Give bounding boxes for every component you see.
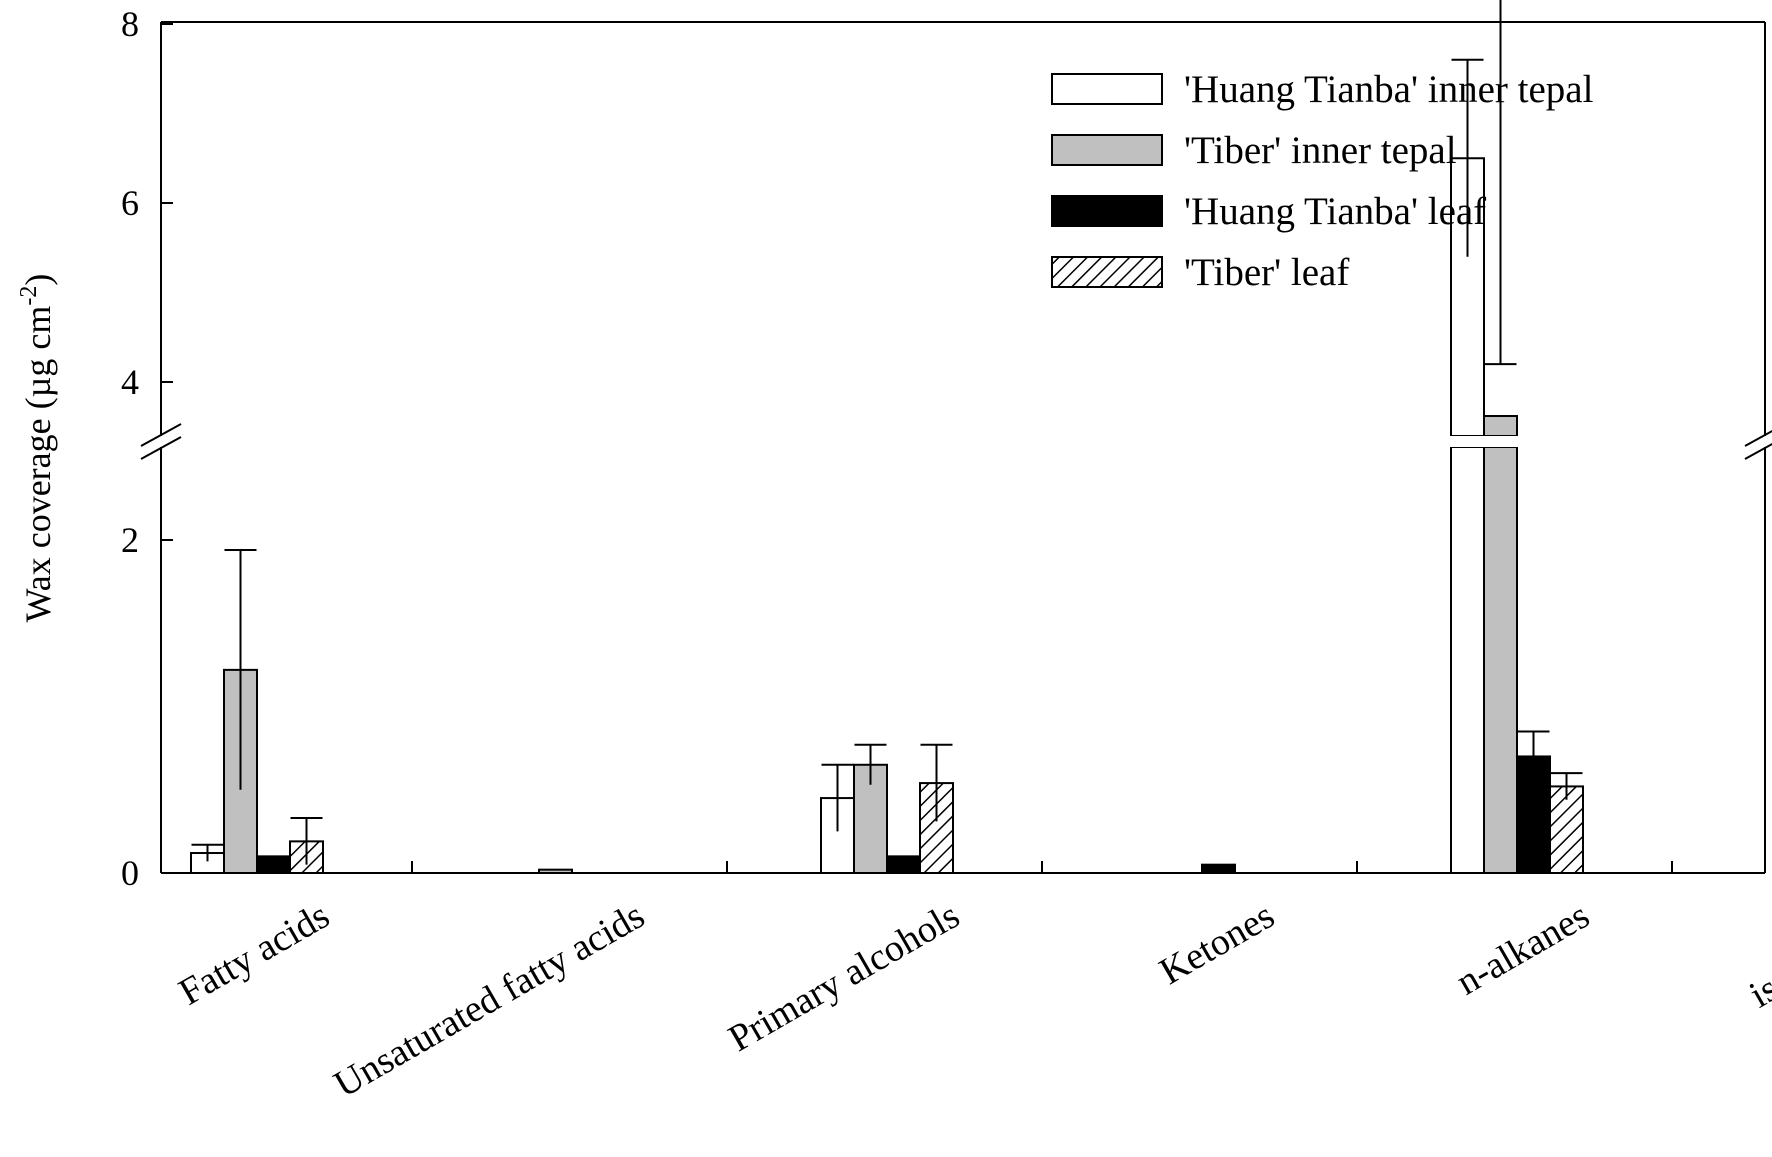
bars-layer bbox=[190, 0, 1584, 875]
x-tick-label-ketones: Ketones bbox=[1153, 894, 1282, 993]
bar-ketones-huang-tianba-leaf bbox=[1201, 863, 1236, 874]
legend-label-huang-tianba-leaf: 'Huang Tianba' leaf bbox=[1184, 190, 1486, 233]
x-tick-label-n-alkanes: n-alkanes bbox=[1449, 894, 1596, 1003]
legend-label-tiber-inner-tepal: 'Tiber' inner tepal bbox=[1184, 129, 1457, 172]
legend-label-tiber-leaf: 'Tiber' leaf bbox=[1184, 251, 1349, 294]
bar-break-gap-n-alkanes-huang-tianba-inner-tepal bbox=[1449, 436, 1486, 447]
legend-swatch-huang-tianba-leaf bbox=[1051, 195, 1163, 227]
bar-n-alkanes-tiber-inner-tepal-lower bbox=[1483, 446, 1518, 874]
legend-label-huang-tianba-inner-tepal: 'Huang Tianba' inner tepal bbox=[1184, 68, 1594, 111]
axis-break-mark-right-1 bbox=[1744, 430, 1772, 447]
bar-fatty-acids-huang-tianba-leaf bbox=[256, 855, 291, 874]
bar-primary-alcohols-huang-tianba-leaf bbox=[886, 855, 921, 874]
bar-n-alkanes-huang-tianba-inner-tepal-lower bbox=[1450, 446, 1485, 874]
legend-swatch-tiber-inner-tepal bbox=[1051, 134, 1163, 166]
x-tick-label-iso-alkanes: iso-alkanes bbox=[1742, 894, 1772, 1016]
axis-break-mark-left-2 bbox=[140, 436, 182, 460]
y-axis-title-close: ) bbox=[18, 274, 58, 286]
legend-swatch-tiber-leaf bbox=[1051, 256, 1163, 288]
y-tick-label-2: 2 bbox=[121, 520, 139, 560]
y-tick-label-6: 6 bbox=[121, 183, 139, 223]
y-axis-title: Wax coverage (µg cm-2) bbox=[16, 274, 58, 623]
y-tick-label-8: 8 bbox=[121, 4, 139, 44]
y-axis-title-text: Wax coverage (µg cm bbox=[18, 306, 58, 623]
legend-swatch-huang-tianba-inner-tepal bbox=[1051, 73, 1163, 105]
legend: 'Huang Tianba' inner tepal 'Tiber' inner … bbox=[1051, 68, 1594, 294]
y-tick-label-4: 4 bbox=[121, 362, 139, 402]
bar-n-alkanes-tiber-inner-tepal bbox=[1483, 415, 1518, 438]
bar-n-alkanes-tiber-leaf bbox=[1549, 785, 1584, 874]
x-tick-label-unsaturated-fatty-acids: Unsaturated fatty acids bbox=[327, 894, 651, 1106]
axis-break-mark-left-1 bbox=[140, 423, 182, 447]
bar-break-gap-n-alkanes-tiber-inner-tepal bbox=[1482, 436, 1519, 447]
x-tick-label-primary-alcohols: Primary alcohols bbox=[722, 894, 967, 1060]
axis-break-mark-right-2 bbox=[1744, 443, 1772, 460]
y-axis-title-sup: -2 bbox=[16, 286, 42, 306]
y-tick-label-0: 0 bbox=[121, 853, 139, 893]
x-tick-label-fatty-acids: Fatty acids bbox=[172, 894, 337, 1013]
